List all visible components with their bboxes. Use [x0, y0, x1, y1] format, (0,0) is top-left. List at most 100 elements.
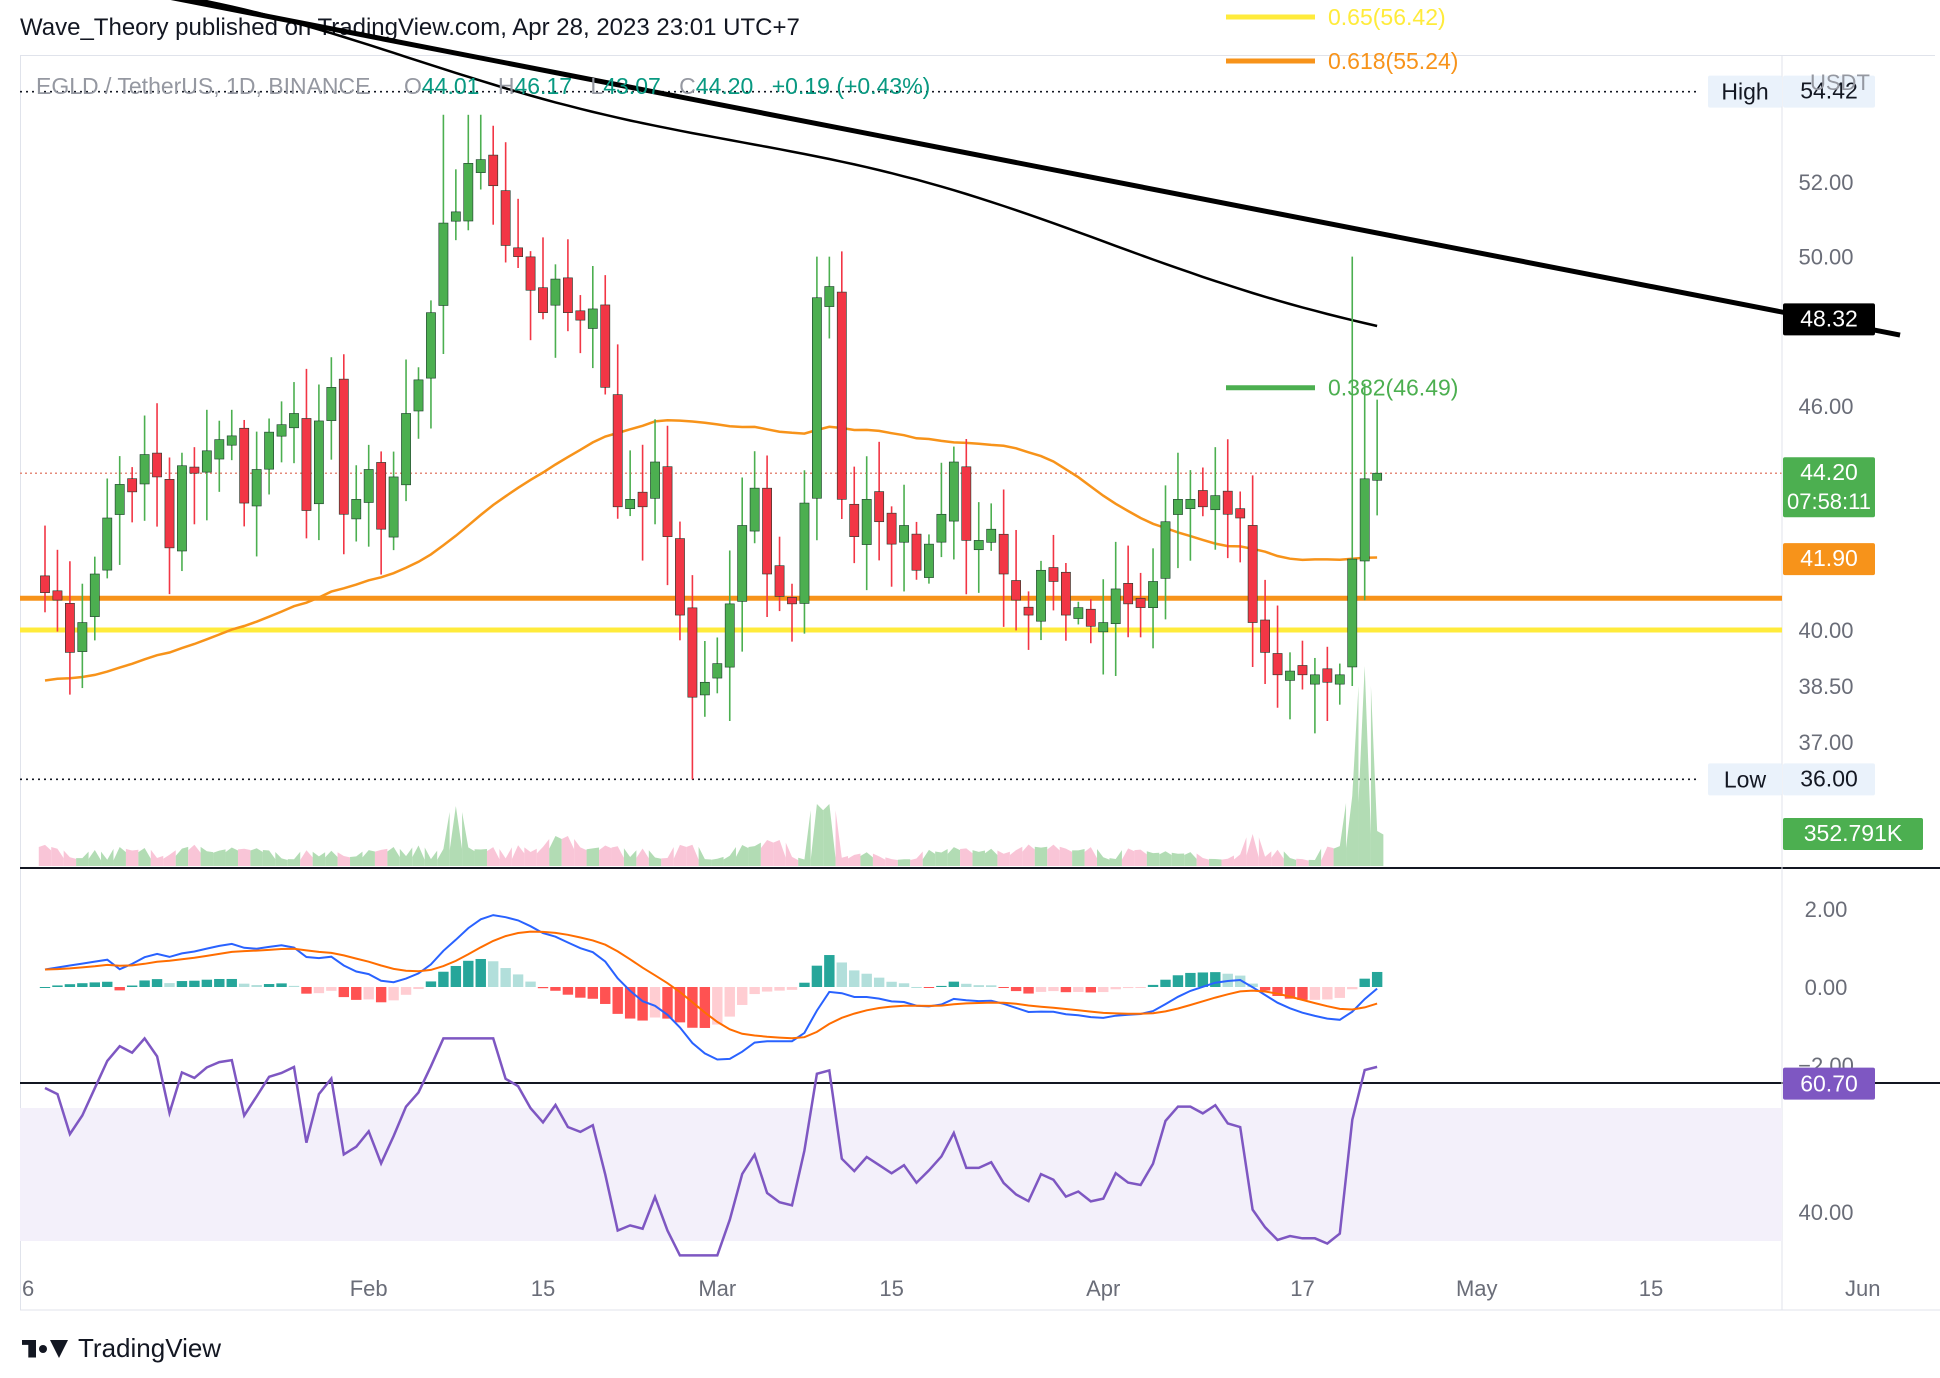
macd-histogram-bar: [475, 958, 486, 987]
candle: [1347, 256, 1358, 686]
macd-histogram-bar: [1334, 987, 1345, 998]
macd-histogram-bar: [674, 987, 686, 1023]
macd-histogram-bar: [1122, 987, 1134, 989]
volume-bar: [549, 836, 562, 866]
volume-bar: [250, 848, 263, 866]
macd-histogram-bar: [849, 970, 860, 987]
time-axis-tick: Apr: [1086, 1276, 1120, 1301]
macd-histogram-bar: [986, 985, 997, 987]
candle-body: [787, 597, 797, 605]
volume-bar: [848, 853, 861, 866]
candle-body: [363, 469, 374, 503]
candle-body: [1222, 490, 1233, 515]
macd-histogram-bar: [301, 987, 312, 994]
volume-bar: [213, 849, 226, 866]
volume-bar: [960, 848, 973, 866]
volume-bar: [599, 845, 612, 866]
candle: [450, 169, 461, 241]
candle: [264, 418, 274, 495]
volume-bar: [237, 848, 251, 866]
volume-bar: [823, 804, 836, 866]
price-tag-value-1: 48.32: [1800, 305, 1858, 331]
candle-body: [1310, 674, 1320, 685]
macd-histogram-bar: [998, 987, 1009, 989]
candle: [89, 556, 100, 641]
macd-histogram-bar: [102, 981, 113, 987]
volume-bar: [1097, 849, 1110, 866]
volume-bar: [524, 847, 537, 866]
candle-body: [152, 452, 162, 478]
candle: [699, 640, 710, 717]
candle-body: [948, 461, 959, 522]
candle: [861, 456, 872, 591]
candle: [214, 420, 225, 492]
signal-line: [44, 930, 1378, 1040]
candle-body: [587, 308, 598, 329]
candle: [911, 521, 922, 580]
candle-body: [475, 159, 486, 173]
volume-bar: [387, 846, 400, 866]
candle-body: [1359, 478, 1370, 562]
chart-frame: [20, 55, 1935, 1310]
volume-bar: [611, 846, 624, 866]
volume-bar: [1333, 803, 1347, 866]
candle: [201, 409, 212, 521]
volume-bar: [101, 848, 114, 866]
price-axis-tick: 50.00: [1798, 245, 1853, 270]
volume-bar: [88, 849, 102, 866]
candle: [488, 125, 499, 225]
candle-body: [1285, 670, 1295, 681]
candle: [164, 457, 175, 595]
candle: [226, 409, 237, 461]
candle: [936, 462, 947, 558]
macd-histogram-bar: [39, 987, 51, 988]
candle: [513, 198, 523, 269]
macd-histogram-bar: [1347, 987, 1358, 990]
candle-body: [189, 466, 200, 474]
time-axis-tick: Feb: [350, 1276, 388, 1301]
macd-histogram-bar: [413, 987, 424, 990]
candle: [1160, 485, 1171, 620]
volume-bar: [1047, 844, 1060, 866]
rsi-axis-tick: 40.00: [1798, 1200, 1853, 1225]
volume-bar: [748, 842, 761, 866]
candle-body: [1272, 653, 1283, 676]
candle-body: [376, 462, 387, 530]
candle-body: [811, 297, 822, 499]
macd-histogram-bar: [77, 983, 88, 987]
candle-body: [637, 491, 648, 508]
candle: [1048, 534, 1059, 611]
fib-levels: 0.65(56.42) 0.618(55.24) 0.382(46.49): [1226, 4, 1458, 401]
candle: [1185, 470, 1196, 561]
macd-histogram-bar: [1309, 987, 1321, 1000]
candle-body: [824, 286, 835, 307]
macd-histogram-bar: [737, 987, 748, 1005]
macd-histogram-bar: [1185, 972, 1196, 987]
candle-body: [625, 499, 636, 509]
volume-bar: [499, 847, 512, 866]
candle-body: [1148, 581, 1158, 608]
candle-body: [488, 154, 499, 187]
volume-bar: [1121, 848, 1135, 866]
candle-body: [799, 502, 810, 604]
candle: [1272, 605, 1283, 708]
tradingview-logo[interactable]: TradingView: [22, 1333, 221, 1364]
price-tag-label-bg-0: [1708, 75, 1782, 108]
candle: [1085, 599, 1096, 644]
candle-body: [1235, 508, 1246, 519]
candle: [762, 455, 772, 618]
candle-body: [874, 491, 885, 523]
candle-body: [1297, 665, 1308, 676]
macd-histogram-bar: [1060, 987, 1072, 993]
publish-header: Wave_Theory published on TradingView.com…: [20, 14, 800, 41]
macd-histogram-bar: [400, 987, 412, 995]
macd-histogram-bar: [326, 987, 337, 991]
macd-histogram-bar: [649, 987, 661, 1018]
macd-histogram-bar: [575, 987, 586, 998]
candle-body: [699, 681, 710, 696]
macd-histogram-bar: [151, 979, 163, 987]
candle: [587, 265, 598, 369]
time-axis-tick: Mar: [698, 1276, 736, 1301]
candle-body: [201, 450, 212, 473]
